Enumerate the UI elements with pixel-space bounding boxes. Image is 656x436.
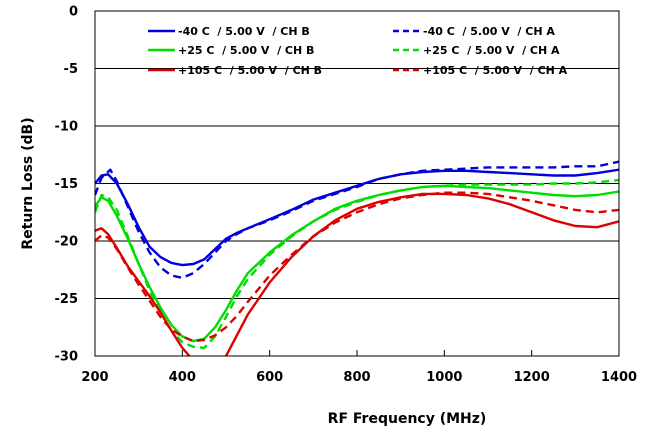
legend: -40 C / 5.00 V / CH B -40 C / 5.00 V / CH… [148,25,568,77]
x-tick-label: 600 [256,370,283,385]
grid-lines [94,68,620,356]
series-line-6 [95,191,619,343]
x-axis-label: RF Frequency (MHz) [328,411,487,427]
series-line-4 [95,178,619,350]
y-tick-label: -10 [55,120,79,135]
legend-label: +25 C / 5.00 V / CH B [178,44,314,57]
series-line-2 [95,160,619,279]
x-tick-label: 1200 [514,370,550,385]
legend-label: +105 C / 5.00 V / CH B [178,64,322,77]
y-tick-label: -15 [55,177,79,192]
x-tick-label: 200 [81,370,108,385]
legend-label: -40 C / 5.00 V / CH A [423,25,555,38]
legend-label: -40 C / 5.00 V / CH B [178,25,310,38]
plot-frame [94,10,620,357]
series-line-1 [95,168,619,267]
series-line-5 [95,192,619,356]
x-tick-label: 1400 [601,370,637,385]
x-tick-label: 400 [169,370,196,385]
y-tick-label: -25 [55,292,79,307]
y-tick-label: -30 [55,350,79,365]
legend-label: +105 C / 5.00 V / CH A [423,64,568,77]
series-lines [95,160,619,356]
y-axis-label: Return Loss (dB) [20,117,36,249]
y-tick-label: -20 [55,235,79,250]
x-tick-label: 1000 [426,370,462,385]
y-tick-label: 0 [69,5,78,20]
x-tick-label: 800 [343,370,370,385]
legend-label: +25 C / 5.00 V / CH A [423,44,560,57]
y-tick-label: -5 [64,62,78,77]
